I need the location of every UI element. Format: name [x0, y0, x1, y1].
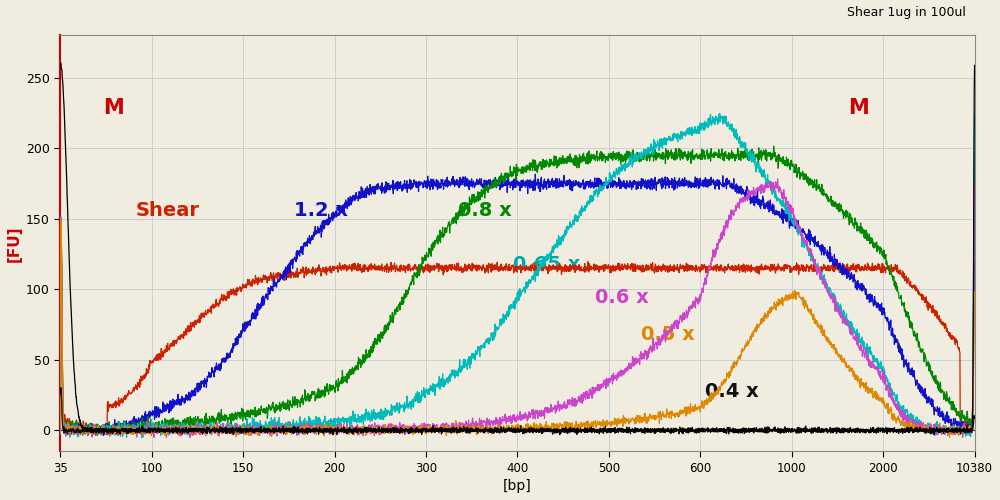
X-axis label: [bp]: [bp]	[503, 479, 532, 493]
Text: 0.65 x: 0.65 x	[513, 254, 580, 274]
Text: Shear 1ug in 100ul: Shear 1ug in 100ul	[847, 6, 965, 18]
Text: 0.8 x: 0.8 x	[458, 200, 512, 220]
Text: 0.4 x: 0.4 x	[705, 382, 759, 400]
Text: 0.6 x: 0.6 x	[595, 288, 649, 307]
Text: M: M	[103, 98, 124, 118]
Text: Shear: Shear	[135, 200, 199, 220]
Text: 0.5 x: 0.5 x	[641, 326, 695, 344]
Y-axis label: [FU]: [FU]	[7, 225, 22, 262]
Text: 1.2 x: 1.2 x	[294, 200, 348, 220]
Text: M: M	[848, 98, 869, 118]
